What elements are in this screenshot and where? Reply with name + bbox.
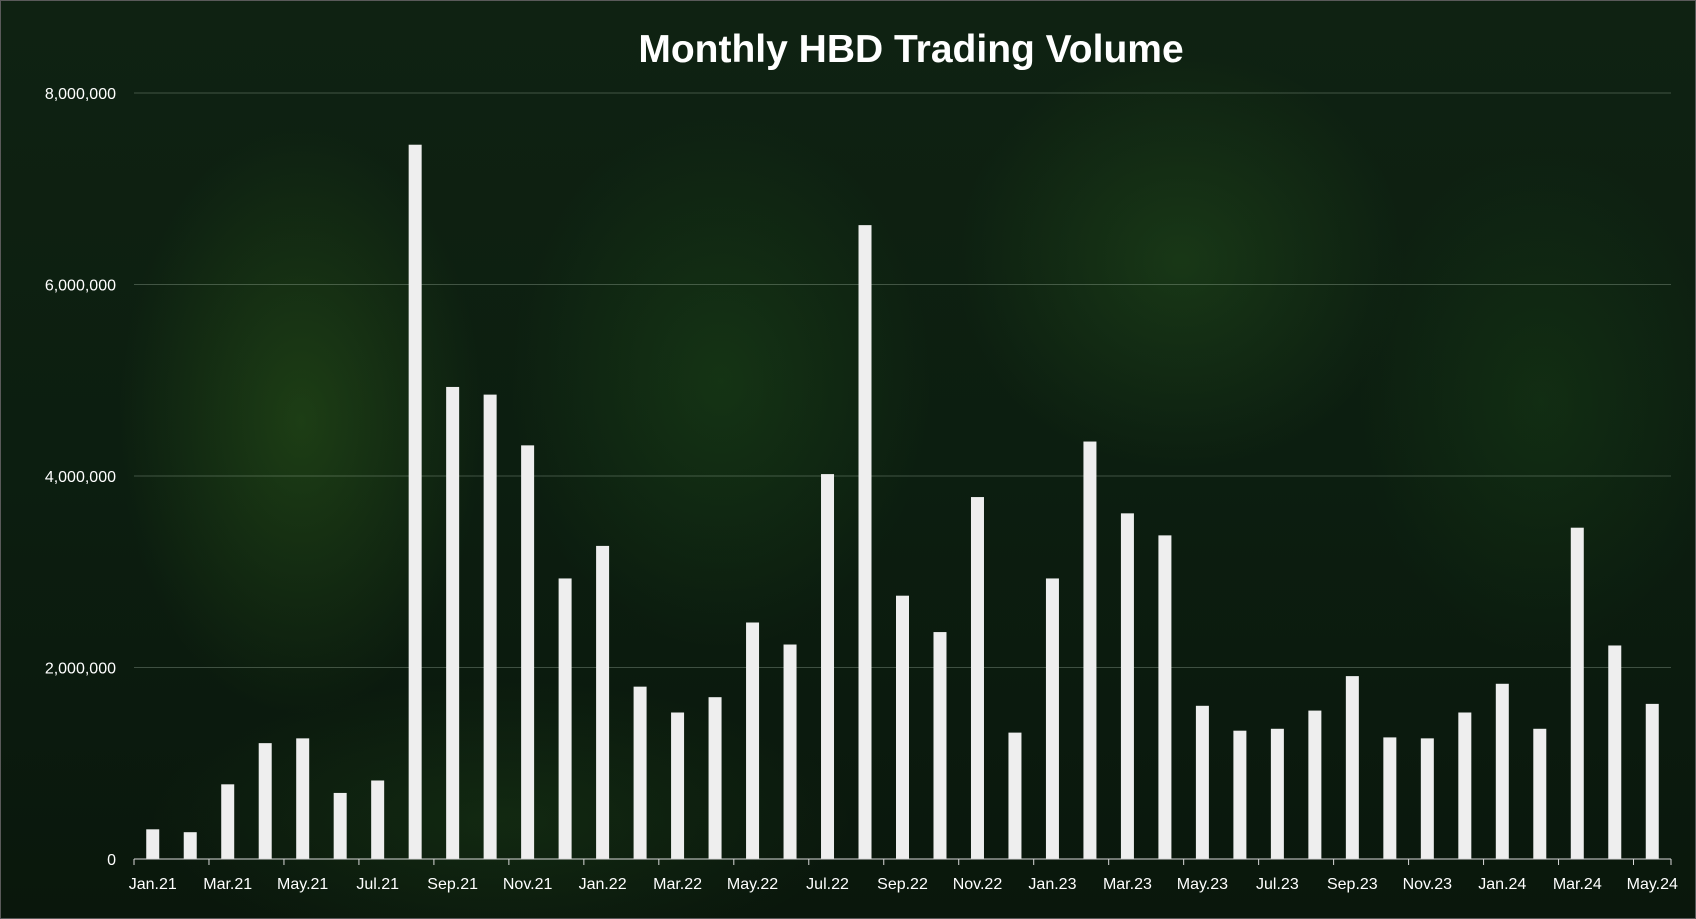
bar — [446, 386, 460, 859]
bars — [146, 144, 1659, 859]
bar — [521, 445, 535, 859]
bar — [1345, 676, 1359, 859]
x-tick-label: Mar.22 — [653, 876, 702, 893]
bar — [183, 832, 197, 859]
bar — [1233, 730, 1247, 859]
bar — [1120, 513, 1134, 859]
x-tick-label: Sep.21 — [427, 876, 478, 893]
x-tick-label: Nov.23 — [1403, 876, 1453, 893]
bar — [408, 144, 422, 859]
bar — [596, 545, 610, 859]
bar — [371, 780, 385, 859]
x-tick-label: Jul.21 — [356, 876, 399, 893]
bar — [1458, 712, 1472, 859]
bar — [333, 792, 347, 859]
bar — [896, 595, 909, 859]
x-tick-label: Jul.22 — [806, 876, 849, 893]
y-tick-label: 4,000,000 — [45, 469, 116, 486]
x-tick-label: Mar.21 — [203, 876, 252, 893]
x-axis-tick-labels: Jan.21 Mar.21 May.21 Jul.21 Sep.21 Nov.21 Jan.… — [129, 859, 1678, 893]
x-tick-label: Sep.23 — [1327, 876, 1378, 893]
bar — [483, 394, 497, 859]
bar — [708, 697, 722, 859]
y-tick-label: 6,000,000 — [45, 278, 116, 295]
x-tick-label: Nov.21 — [503, 876, 553, 893]
x-tick-label: May.21 — [277, 876, 328, 893]
bar — [1383, 737, 1397, 859]
bar — [1308, 710, 1322, 859]
bar — [970, 497, 984, 859]
x-tick-label: Sep.22 — [877, 876, 928, 893]
bar — [671, 712, 685, 859]
bar — [1158, 535, 1172, 859]
x-tick-label: Mar.23 — [1103, 876, 1152, 893]
x-tick-label: Jul.23 — [1256, 876, 1299, 893]
bar — [1420, 738, 1434, 859]
bar — [558, 578, 572, 859]
bar — [821, 474, 835, 859]
x-tick-label: Jan.23 — [1028, 876, 1076, 893]
bar — [1083, 441, 1097, 859]
bar — [1608, 645, 1622, 859]
bar — [1270, 728, 1284, 859]
y-axis-tick-labels: 0 2,000,000 4,000,000 6,000,000 8,000,000 — [45, 86, 116, 869]
y-tick-label: 2,000,000 — [45, 661, 116, 678]
x-tick-label: Nov.22 — [953, 876, 1003, 893]
x-tick-label: May.22 — [727, 876, 778, 893]
bar — [296, 738, 310, 859]
bar — [1645, 703, 1659, 859]
y-tick-label: 8,000,000 — [45, 86, 116, 103]
x-tick-label: Jan.21 — [129, 876, 177, 893]
x-tick-label: Mar.24 — [1553, 876, 1602, 893]
bar — [1495, 683, 1509, 859]
x-tick-label: May.23 — [1177, 876, 1228, 893]
bar — [933, 632, 947, 859]
bar — [746, 622, 760, 859]
x-tick-label: Jan.22 — [579, 876, 627, 893]
y-tick-label: 0 — [107, 852, 116, 869]
bar — [258, 743, 272, 859]
bar — [1533, 728, 1547, 859]
bar — [1045, 578, 1059, 859]
bar — [146, 829, 160, 859]
chart-title: Monthly HBD Trading Volume — [638, 28, 1183, 71]
bar — [783, 644, 797, 859]
bar — [1195, 705, 1209, 859]
bar — [1570, 527, 1584, 859]
x-tick-label: Jan.24 — [1478, 876, 1526, 893]
bar — [1008, 732, 1022, 859]
bar — [858, 225, 872, 859]
bar — [221, 784, 235, 859]
x-tick-label: May.24 — [1627, 876, 1678, 893]
gridlines — [134, 92, 1671, 668]
bar — [633, 686, 647, 859]
